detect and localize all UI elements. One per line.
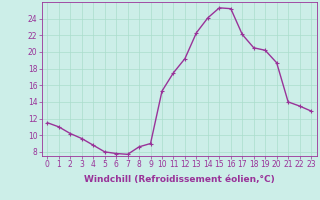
X-axis label: Windchill (Refroidissement éolien,°C): Windchill (Refroidissement éolien,°C) (84, 175, 275, 184)
